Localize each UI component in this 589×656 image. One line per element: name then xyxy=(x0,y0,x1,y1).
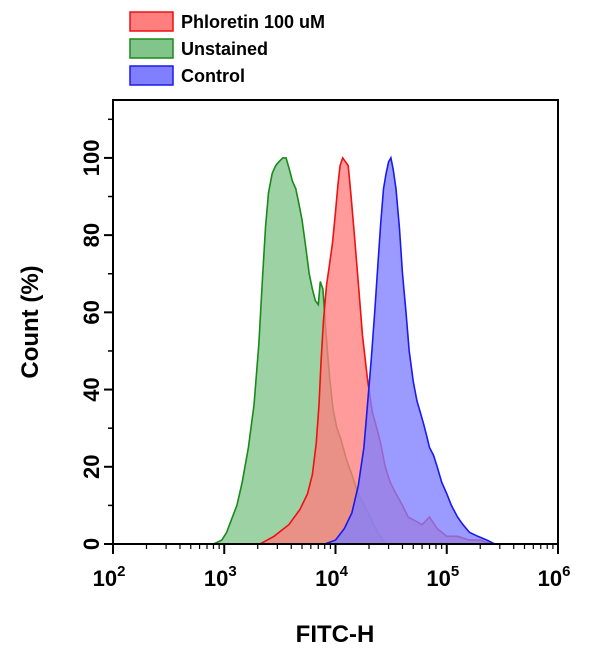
axes-layer: 0 20 40 60 80 100 102 103 104 105 106 xyxy=(79,99,571,591)
series-layer xyxy=(213,155,496,545)
x-tick-label-3: 105 xyxy=(426,563,459,591)
y-tick-label-1: 20 xyxy=(79,455,104,479)
y-tick-label-5: 100 xyxy=(79,140,104,177)
y-tick-label-2: 40 xyxy=(79,377,104,401)
legend-label-2: Control xyxy=(181,66,245,86)
series-line-2 xyxy=(324,155,496,545)
legend-swatch-2 xyxy=(129,65,174,86)
legend-swatch-0 xyxy=(129,11,174,32)
x-tick-label-1: 103 xyxy=(204,563,237,591)
series-area-0 xyxy=(260,157,491,544)
legend: Phloretin 100 uM Unstained Control xyxy=(129,11,325,86)
x-tick-label-2: 104 xyxy=(315,563,348,591)
y-tick-label-0: 0 xyxy=(79,538,104,550)
legend-swatch-1 xyxy=(129,38,174,59)
y-tick-label-4: 80 xyxy=(79,223,104,247)
x-axis-title: FITC-H xyxy=(296,621,375,648)
legend-label-1: Unstained xyxy=(181,39,268,59)
y-axis-title: Count (%) xyxy=(17,265,44,378)
x-tick-label-0: 102 xyxy=(93,563,126,591)
legend-label-0: Phloretin 100 uM xyxy=(181,12,325,32)
y-tick-label-3: 60 xyxy=(79,300,104,324)
x-tick-label-4: 106 xyxy=(538,563,571,591)
series-area-2 xyxy=(324,157,495,544)
